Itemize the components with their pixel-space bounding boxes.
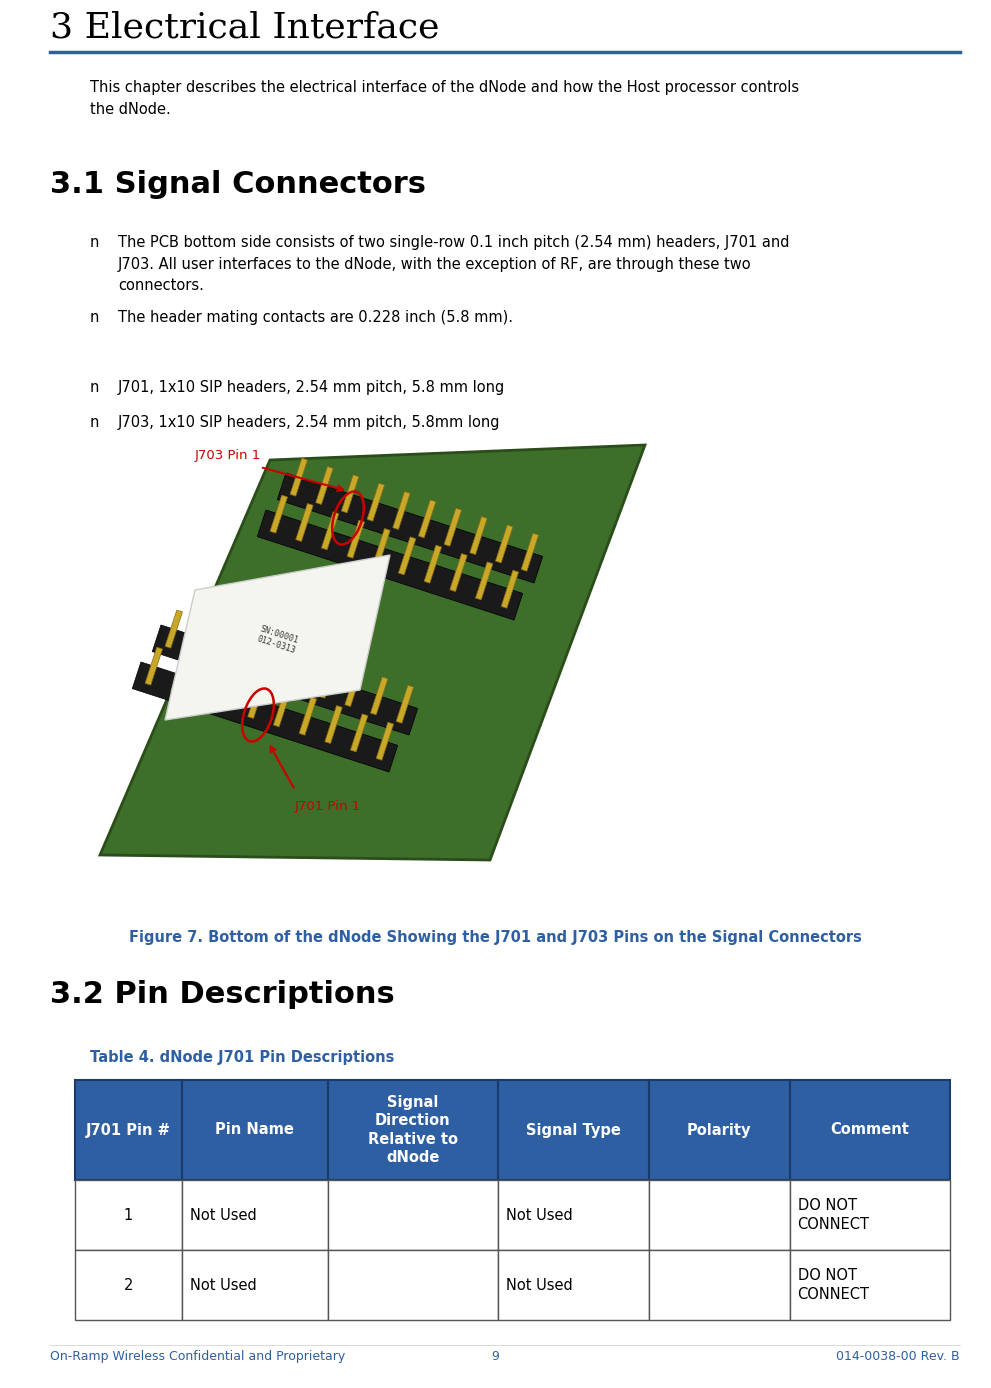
- Bar: [497, 1080, 649, 1180]
- Text: The header mating contacts are 0.228 inch (5.8 mm).: The header mating contacts are 0.228 inc…: [118, 310, 513, 325]
- Text: Pin Name: Pin Name: [215, 1123, 294, 1138]
- Polygon shape: [145, 647, 163, 686]
- Polygon shape: [345, 669, 363, 706]
- Text: DO NOT
CONNECT: DO NOT CONNECT: [798, 1198, 869, 1231]
- Bar: [649, 1080, 790, 1180]
- Bar: [182, 1180, 328, 1251]
- Text: 9: 9: [492, 1351, 499, 1363]
- Polygon shape: [501, 570, 518, 608]
- Polygon shape: [132, 662, 397, 772]
- Text: Signal Type: Signal Type: [526, 1123, 620, 1138]
- Polygon shape: [319, 661, 337, 698]
- Text: Not Used: Not Used: [506, 1277, 573, 1292]
- Polygon shape: [170, 655, 188, 694]
- Bar: [497, 1180, 649, 1251]
- Bar: [790, 1180, 950, 1251]
- Polygon shape: [299, 697, 316, 736]
- Polygon shape: [268, 644, 285, 682]
- Bar: [75, 1251, 182, 1320]
- Text: Not Used: Not Used: [506, 1208, 573, 1223]
- Bar: [75, 1080, 182, 1180]
- Text: J701 Pin 1: J701 Pin 1: [295, 799, 362, 813]
- Text: J701, 1x10 SIP headers, 2.54 mm pitch, 5.8 mm long: J701, 1x10 SIP headers, 2.54 mm pitch, 5…: [118, 380, 505, 396]
- Text: 1: 1: [124, 1208, 133, 1223]
- Text: Not Used: Not Used: [190, 1208, 257, 1223]
- Polygon shape: [165, 611, 182, 648]
- Polygon shape: [216, 627, 234, 665]
- Text: n: n: [90, 235, 99, 250]
- Text: 3.2 Pin Descriptions: 3.2 Pin Descriptions: [50, 980, 394, 1009]
- Text: Table 4. dNode J701 Pin Descriptions: Table 4. dNode J701 Pin Descriptions: [90, 1049, 394, 1065]
- Polygon shape: [418, 500, 436, 539]
- Bar: [497, 1251, 649, 1320]
- Polygon shape: [470, 516, 488, 555]
- Text: n: n: [90, 310, 99, 325]
- Polygon shape: [258, 509, 522, 620]
- Polygon shape: [190, 619, 208, 657]
- Text: J703 Pin 1: J703 Pin 1: [195, 448, 262, 462]
- Polygon shape: [521, 533, 538, 572]
- Polygon shape: [271, 496, 287, 533]
- Polygon shape: [396, 686, 413, 723]
- Polygon shape: [450, 554, 467, 591]
- Text: 2: 2: [124, 1277, 133, 1292]
- Text: On-Ramp Wireless Confidential and Proprietary: On-Ramp Wireless Confidential and Propri…: [50, 1351, 345, 1363]
- Bar: [649, 1180, 790, 1251]
- Bar: [328, 1251, 497, 1320]
- Polygon shape: [277, 473, 543, 583]
- Text: This chapter describes the electrical interface of the dNode and how the Host pr: This chapter describes the electrical in…: [90, 81, 799, 117]
- Text: SN:00001
012-0313: SN:00001 012-0313: [256, 625, 300, 655]
- Polygon shape: [347, 520, 365, 558]
- Bar: [182, 1251, 328, 1320]
- Polygon shape: [342, 475, 359, 512]
- Bar: [328, 1180, 497, 1251]
- Polygon shape: [222, 672, 240, 711]
- Polygon shape: [165, 555, 390, 720]
- Bar: [75, 1180, 182, 1251]
- Polygon shape: [196, 663, 214, 702]
- Text: Comment: Comment: [830, 1123, 909, 1138]
- Polygon shape: [295, 504, 313, 541]
- Polygon shape: [476, 562, 493, 600]
- Polygon shape: [100, 446, 645, 861]
- Polygon shape: [248, 680, 266, 719]
- Text: 3 Electrical Interface: 3 Electrical Interface: [50, 10, 439, 44]
- Polygon shape: [290, 458, 307, 496]
- Text: J703, 1x10 SIP headers, 2.54 mm pitch, 5.8mm long: J703, 1x10 SIP headers, 2.54 mm pitch, 5…: [118, 415, 500, 430]
- Bar: [328, 1080, 497, 1180]
- Text: Not Used: Not Used: [190, 1277, 257, 1292]
- Polygon shape: [377, 722, 393, 761]
- Text: The PCB bottom side consists of two single-row 0.1 inch pitch (2.54 mm) headers,: The PCB bottom side consists of two sing…: [118, 235, 790, 293]
- Polygon shape: [398, 537, 416, 575]
- Polygon shape: [367, 483, 385, 520]
- Bar: [790, 1080, 950, 1180]
- Polygon shape: [371, 677, 387, 715]
- Polygon shape: [153, 625, 418, 736]
- Polygon shape: [242, 636, 260, 673]
- Polygon shape: [373, 529, 390, 566]
- Polygon shape: [293, 652, 311, 690]
- Polygon shape: [496, 525, 513, 564]
- Polygon shape: [444, 508, 462, 547]
- Bar: [182, 1080, 328, 1180]
- Polygon shape: [351, 713, 368, 752]
- Text: Signal
Direction
Relative to
dNode: Signal Direction Relative to dNode: [368, 1095, 458, 1166]
- Polygon shape: [325, 705, 342, 744]
- Text: 3.1 Signal Connectors: 3.1 Signal Connectors: [50, 169, 426, 198]
- Text: Figure 7. Bottom of the dNode Showing the J701 and J703 Pins on the Signal Conne: Figure 7. Bottom of the dNode Showing th…: [129, 930, 861, 945]
- Polygon shape: [424, 545, 442, 583]
- Text: Polarity: Polarity: [687, 1123, 751, 1138]
- Text: J701 Pin #: J701 Pin #: [86, 1123, 170, 1138]
- Text: DO NOT
CONNECT: DO NOT CONNECT: [798, 1269, 869, 1302]
- Polygon shape: [392, 491, 410, 529]
- Bar: [790, 1251, 950, 1320]
- Polygon shape: [321, 512, 339, 550]
- Bar: [649, 1251, 790, 1320]
- Polygon shape: [274, 688, 291, 727]
- Text: n: n: [90, 415, 99, 430]
- Polygon shape: [316, 466, 333, 504]
- Text: 014-0038-00 Rev. B: 014-0038-00 Rev. B: [836, 1351, 960, 1363]
- Text: n: n: [90, 380, 99, 396]
